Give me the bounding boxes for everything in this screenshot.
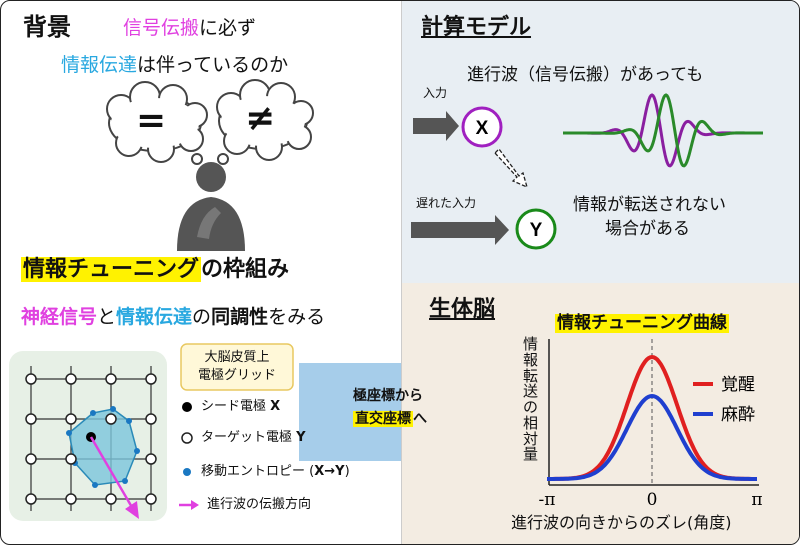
- equal-sign: =: [136, 100, 167, 141]
- subtitle-and: と: [97, 306, 117, 328]
- legend-seed-text: シード電極: [201, 399, 271, 414]
- legend-target-bold: Y: [296, 430, 306, 445]
- grid-label: 大脳皮質上 電極グリッド: [197, 350, 276, 383]
- legend-target: ターゲット電極 Y: [201, 431, 306, 444]
- legend-entropy-text: 移動エントロピー (: [201, 464, 315, 479]
- signal-propagation-text: 信号伝搬: [123, 17, 200, 39]
- thought-cloud-right: [210, 79, 314, 178]
- x-to-y-arrow: [494, 148, 529, 189]
- legend-seed-bold: X: [270, 399, 281, 414]
- model-title: 計算モデル: [421, 15, 532, 40]
- legend-seed: シード電極 X: [201, 400, 280, 413]
- conversion-line1: 極座標から: [353, 388, 423, 404]
- input-label: 入力: [423, 86, 448, 100]
- legend-entropy-bold: X→Y: [314, 464, 345, 479]
- node-y: [515, 208, 557, 250]
- legend-label: 麻酔: [721, 405, 755, 425]
- background-title: 背景: [23, 13, 71, 41]
- not-equal-sign: ≠: [245, 98, 276, 139]
- background-question-line2: 情報伝達は伴っているのか: [61, 56, 288, 75]
- framework-subtitle: 神経信号と情報伝達の同調性をみる: [21, 308, 325, 327]
- chart-xlabel: 進行波の向きからのズレ(角度): [511, 513, 732, 532]
- legend-seed-marker: [182, 402, 192, 412]
- synchrony-text: 同調性: [211, 306, 269, 328]
- framework-title: 情報チューニングの枠組み: [21, 257, 290, 282]
- background-line2-rest: は伴っているのか: [137, 54, 289, 76]
- chart-ylabel: 情報転送の相対量: [523, 335, 539, 464]
- info-not-transferred-line1: 情報が転送されない: [573, 195, 726, 215]
- legend-entropy-tail: ): [344, 464, 350, 479]
- x-tick-label: π: [751, 490, 762, 510]
- node-y-label: Y: [530, 220, 543, 241]
- delayed-input-label: 遅れた入力: [416, 196, 477, 210]
- legend-entropy: 移動エントロピー (X→Y): [201, 465, 350, 478]
- thinking-illustration: [106, 79, 314, 251]
- framework-title-highlight: 情報チューニング: [21, 257, 202, 282]
- x-tick-label: -π: [539, 490, 556, 510]
- conversion-line2: 直交座標へ: [353, 411, 427, 427]
- cartesian-highlight: 直交座標: [353, 411, 413, 427]
- legend-target-text: ターゲット電極: [201, 430, 297, 445]
- tuning-curve-title: 情報チューニング曲線: [555, 313, 729, 333]
- legend-entropy-marker: [183, 468, 191, 476]
- neural-signal-text: 神経信号: [21, 306, 98, 328]
- background-line1-rest: に必ず: [199, 17, 257, 39]
- electrode-grid: [9, 343, 401, 521]
- info-transfer-text: 情報伝達: [61, 54, 138, 76]
- conversion-arrow: [299, 363, 401, 461]
- series-line-1: [547, 393, 757, 481]
- delayed-input-arrow: [411, 215, 509, 245]
- vertical-divider: [401, 1, 402, 544]
- wave-green: [563, 93, 763, 168]
- grid-label-box: [180, 343, 294, 391]
- subtitle-miru: をみる: [268, 306, 326, 328]
- conversion-line2-rest: へ: [413, 411, 427, 427]
- node-x: [461, 106, 503, 148]
- node-x-label: X: [476, 118, 489, 139]
- thought-cloud-left: [106, 81, 210, 178]
- info-not-transferred-line2: 場合がある: [605, 219, 690, 239]
- legend-target-marker: [181, 432, 193, 444]
- brain-title: 生体脳: [429, 297, 496, 322]
- legend-label: 覚醒: [721, 375, 755, 395]
- info-transfer-text-2: 情報伝達: [116, 306, 193, 328]
- thinking-person-icon: [177, 162, 245, 251]
- input-arrow: [413, 111, 459, 141]
- propagation-arrow: [89, 436, 135, 510]
- x-tick-label: 0: [647, 490, 658, 510]
- legend-propagation: 進行波の伝搬方向: [207, 497, 312, 512]
- background-question-line1: 信号伝搬に必ず: [123, 19, 256, 38]
- framework-title-rest: の枠組み: [201, 257, 290, 282]
- wave-text: 進行波（信号伝搬）があっても: [467, 65, 704, 85]
- subtitle-no: の: [192, 306, 212, 328]
